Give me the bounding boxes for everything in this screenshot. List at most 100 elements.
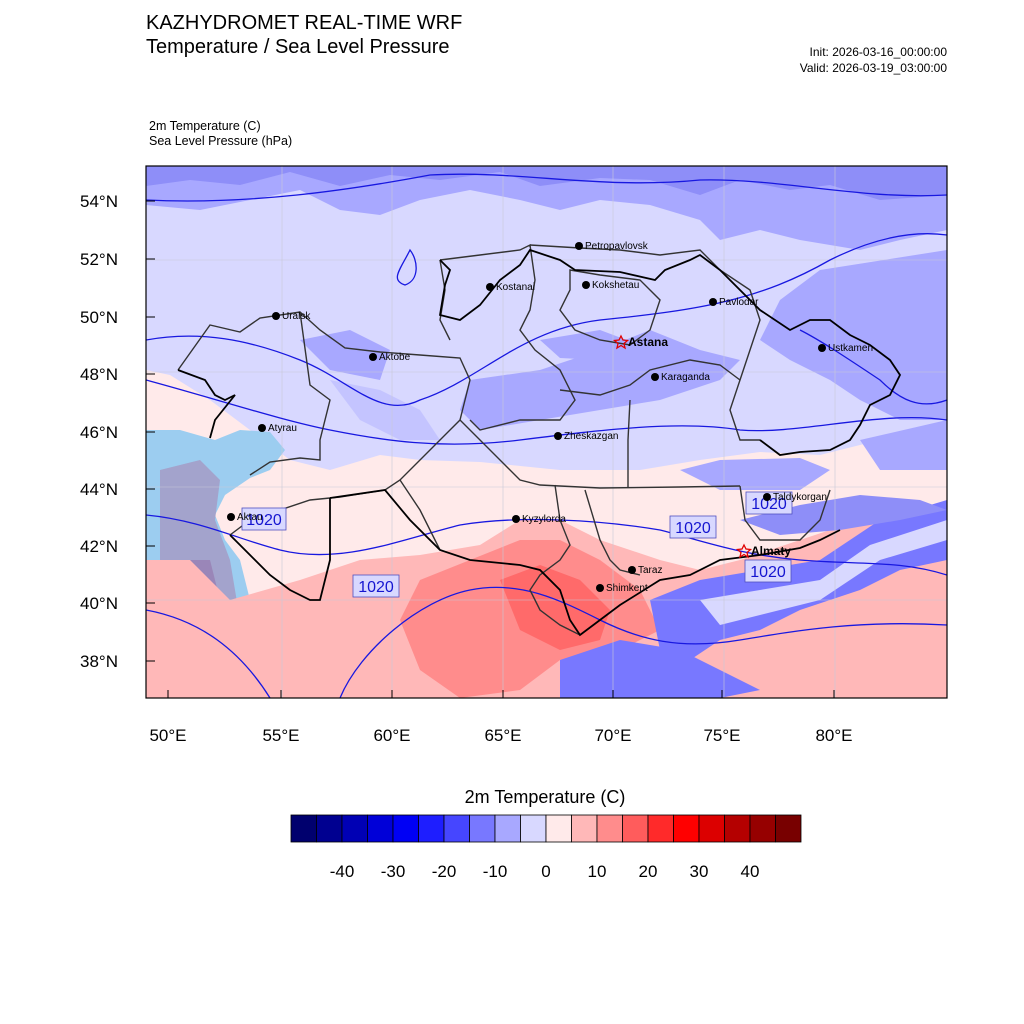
city-astana[interactable]: Astana — [612, 334, 669, 350]
init-time: Init: 2026-03-16_00:00:00 — [809, 45, 947, 59]
svg-text:Ustkamen: Ustkamen — [828, 343, 873, 354]
colorbar-swatch — [443, 814, 470, 843]
colorbar-swatch — [775, 814, 802, 843]
city-aktobe[interactable]: Aktobe — [369, 352, 411, 363]
svg-text:Petropavlovsk: Petropavlovsk — [585, 241, 649, 252]
colorbar-title-row: 2m Temperature (C) — [0, 787, 1024, 808]
colorbar-label: -10 — [483, 862, 508, 881]
colorbar-swatch — [698, 814, 725, 843]
colorbar-swatch — [724, 814, 751, 843]
colorbar-swatch — [392, 814, 419, 843]
map-field: 1020 1020 1020 1020 1020 Petropavlovsk K… — [146, 166, 947, 698]
svg-text:Kostanai: Kostanai — [496, 282, 535, 293]
primary-field-label: 2m Temperature (C) — [149, 119, 261, 133]
colorbar-swatch — [647, 814, 674, 843]
svg-text:Shimkent: Shimkent — [606, 583, 648, 594]
secondary-field-label: Sea Level Pressure (hPa) — [149, 134, 293, 148]
colorbar-label: 0 — [541, 862, 550, 881]
lat-tick-label: 48°N — [80, 365, 118, 384]
isobar-label: 1020 — [246, 512, 282, 529]
colorbar-swatches — [290, 814, 802, 843]
colorbar-swatch — [494, 814, 521, 843]
lat-tick-label: 46°N — [80, 423, 118, 442]
svg-text:Karaganda: Karaganda — [661, 372, 710, 383]
isobar-labels: 1020 1020 1020 1020 1020 — [241, 491, 793, 598]
colorbar-swatch — [367, 814, 394, 843]
colorbar-title: 2m Temperature (C) — [464, 787, 626, 807]
colorbar-swatch — [290, 814, 317, 843]
svg-text:Kokshetau: Kokshetau — [592, 280, 639, 291]
colorbar-swatch — [673, 814, 700, 843]
lat-tick-label: 42°N — [80, 537, 118, 556]
city-atyrau[interactable]: Atyrau — [258, 423, 297, 434]
city-zheskazgan[interactable]: Zheskazgan — [554, 431, 618, 442]
colorbar-label: 20 — [639, 862, 658, 881]
map-subtitle: Temperature / Sea Level Pressure — [146, 36, 450, 58]
colorbar-label: -40 — [330, 862, 355, 881]
lat-tick-label: 44°N — [80, 480, 118, 499]
city-ustkamen[interactable]: Ustkamen — [818, 343, 873, 354]
svg-text:Aktau: Aktau — [237, 512, 263, 523]
svg-text:Taraz: Taraz — [638, 565, 662, 576]
lon-tick-label: 50°E — [149, 726, 186, 745]
svg-text:Aktobe: Aktobe — [379, 352, 411, 363]
svg-text:Astana: Astana — [628, 335, 668, 349]
city-almaty[interactable]: Almaty — [735, 543, 792, 559]
lon-tick-label: 60°E — [373, 726, 410, 745]
colorbar-swatch — [341, 814, 368, 843]
city-kyzylorda[interactable]: Kyzylorda — [512, 514, 566, 525]
svg-text:Pavlodar: Pavlodar — [719, 297, 759, 308]
city-markers: Petropavlovsk Kostanai Kokshetau Pavloda… — [227, 241, 873, 594]
city-aktau[interactable]: Aktau — [227, 512, 263, 523]
isobar-label: 1020 — [750, 564, 786, 581]
temperature-pressure-map: 1020 1020 1020 1020 1020 Petropavlovsk K… — [80, 165, 948, 745]
city-shimkent[interactable]: Shimkent — [596, 583, 648, 594]
svg-text:Uralsk: Uralsk — [282, 311, 311, 322]
colorbar-swatch — [418, 814, 445, 843]
svg-text:Atyrau: Atyrau — [268, 423, 297, 434]
city-karaganda[interactable]: Karaganda — [651, 372, 710, 383]
lat-tick-label: 54°N — [80, 192, 118, 211]
colorbar-swatch — [749, 814, 776, 843]
map-title: KAZHYDROMET REAL-TIME WRF — [146, 12, 463, 34]
lat-tick-label: 52°N — [80, 250, 118, 269]
colorbar-labels: -40 -30 -20 -10 0 10 20 30 40 — [330, 862, 760, 881]
lon-tick-label: 80°E — [815, 726, 852, 745]
colorbar-label: 10 — [588, 862, 607, 881]
lon-tick-label: 65°E — [484, 726, 521, 745]
colorbar-swatch — [316, 814, 343, 843]
city-taraz[interactable]: Taraz — [628, 565, 662, 576]
colorbar-label: -30 — [381, 862, 406, 881]
city-kokshetau[interactable]: Kokshetau — [582, 280, 639, 291]
city-pavlodar[interactable]: Pavlodar — [709, 297, 759, 308]
longitude-axis: 50°E 55°E 60°E 65°E 70°E 75°E 80°E — [149, 726, 852, 745]
colorbar-label: -20 — [432, 862, 457, 881]
colorbar-swatch — [571, 814, 598, 843]
city-kostanai[interactable]: Kostanai — [486, 282, 535, 293]
lon-tick-label: 70°E — [594, 726, 631, 745]
isobar-label: 1020 — [358, 579, 394, 596]
colorbar-swatch — [469, 814, 496, 843]
colorbar-swatch — [520, 814, 547, 843]
isobar-label: 1020 — [751, 496, 787, 513]
city-taldykorgan[interactable]: Taldykorgan — [763, 492, 827, 503]
lon-tick-label: 55°E — [262, 726, 299, 745]
latitude-axis: 54°N 52°N 50°N 48°N 46°N 44°N 42°N 40°N … — [80, 192, 118, 671]
city-petropavlovsk[interactable]: Petropavlovsk — [575, 241, 649, 252]
lon-tick-label: 75°E — [703, 726, 740, 745]
svg-text:Zheskazgan: Zheskazgan — [564, 431, 618, 442]
svg-text:Kyzylorda: Kyzylorda — [522, 514, 566, 525]
capital-star-icon — [735, 543, 753, 559]
lat-tick-label: 50°N — [80, 308, 118, 327]
colorbar-label: 30 — [690, 862, 709, 881]
valid-time: Valid: 2026-03-19_03:00:00 — [799, 61, 947, 75]
svg-text:Taldykorgan: Taldykorgan — [773, 492, 827, 503]
lat-tick-label: 40°N — [80, 594, 118, 613]
capital-star-icon — [612, 334, 630, 350]
isobar-label: 1020 — [675, 520, 711, 537]
colorbar-swatch — [622, 814, 649, 843]
lat-tick-label: 38°N — [80, 652, 118, 671]
colorbar-swatch — [545, 814, 572, 843]
colorbar-label: 40 — [741, 862, 760, 881]
city-uralsk[interactable]: Uralsk — [272, 311, 311, 322]
